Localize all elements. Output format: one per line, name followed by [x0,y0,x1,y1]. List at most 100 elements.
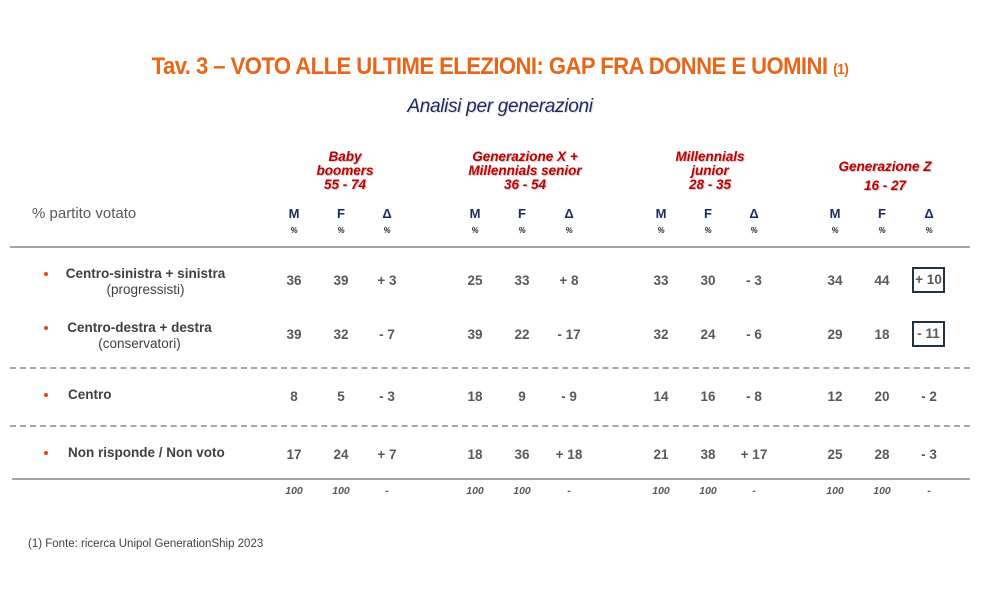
column-header-f: F [878,206,886,221]
table-cell-f: 24 [333,447,349,462]
table-cell-m: 39 [467,327,483,342]
column-unit-percent: % [518,226,526,235]
title-text: Tav. 3 – VOTO ALLE ULTIME ELEZIONI: GAP … [151,53,828,80]
generation-name-line2: boomers [316,163,374,178]
generation-header-gen-x: Generazione X + Millennials senior 36 - … [450,150,600,192]
category-label: Centro-sinistra + sinistra (progressisti… [58,266,233,298]
generation-age-range: 28 - 35 [688,177,732,192]
table-cell-delta: + 7 [377,447,397,462]
generation-name-line1: Generazione X + [472,149,578,164]
category-name: Centro-destra + destra [67,320,212,335]
column-unit-percent: % [337,226,345,235]
category-sublabel: (conservatori) [98,336,181,351]
column-header-delta: Δ [382,206,392,221]
table-cell-m: 12 [827,389,843,404]
generation-header-millennials-junior: Millennials junior 28 - 35 [650,150,770,192]
header-divider [10,246,970,248]
table-cell-f: 18 [874,327,890,342]
table-cell-delta: - 7 [379,327,395,342]
generation-name-line2: junior [691,163,729,178]
total-cell-m: 100 [466,485,484,497]
table-cell-delta: - 3 [746,273,762,288]
table-cell-delta: - 3 [379,389,395,404]
table-cell-m: 18 [467,447,483,462]
total-cell-delta: - [752,485,756,497]
table-cell-m: 18 [467,389,483,404]
table-cell-delta: - 8 [746,389,762,404]
table-cell-f: 44 [874,273,890,288]
column-unit-percent: % [750,226,758,235]
page-subtitle: Analisi per generazioni [407,96,593,117]
category-sublabel: (progressisti) [106,282,185,297]
table-cell-f: 24 [700,327,716,342]
bullet-icon [44,272,48,276]
column-header-delta: Δ [749,206,759,221]
table-cell-f: 16 [700,389,716,404]
table-cell-f: 5 [337,389,345,404]
table-cell-delta: + 8 [559,273,579,288]
total-cell-f: 100 [513,485,531,497]
total-cell-f: 100 [699,485,717,497]
table-cell-m: 33 [653,273,669,288]
section-divider [10,425,970,427]
table-cell-delta: - 3 [921,447,937,462]
table-cell-delta-highlighted: + 10 [912,267,945,293]
table-cell-delta: + 18 [555,447,583,462]
total-cell-m: 100 [652,485,670,497]
column-header-f: F [337,206,345,221]
generation-age-range: 36 - 54 [503,177,547,192]
column-unit-percent: % [925,226,933,235]
total-cell-f: 100 [873,485,891,497]
generation-name-line1: Generazione Z [838,159,932,174]
column-unit-percent: % [471,226,479,235]
category-label: Non risponde / Non voto [68,445,225,461]
table-cell-f: 39 [333,273,349,288]
table-cell-f: 22 [514,327,530,342]
column-unit-percent: % [383,226,391,235]
row-header-label: % partito votato [32,205,137,222]
category-name: Centro [68,387,112,402]
generation-header-gen-z: Generazione Z 16 - 27 [815,157,955,195]
generation-name-line2: Millennials senior [468,163,582,178]
totals-divider [12,478,970,480]
page-title: Tav. 3 – VOTO ALLE ULTIME ELEZIONI: GAP … [40,53,960,81]
table-cell-delta: + 17 [740,447,768,462]
table-cell-f: 38 [700,447,716,462]
bullet-icon [44,451,48,455]
total-cell-m: 100 [285,485,303,497]
column-header-m: M [469,206,481,221]
table-cell-m: 29 [827,327,843,342]
table-cell-f: 33 [514,273,530,288]
column-unit-percent: % [565,226,573,235]
table-cell-delta: - 2 [921,389,937,404]
table-cell-f: 32 [333,327,349,342]
column-header-delta: Δ [924,206,934,221]
table-cell-m: 14 [653,389,669,404]
generation-age-range: 55 - 74 [323,177,367,192]
title-footnote-ref: (1) [833,61,849,78]
total-cell-delta: - [927,485,931,497]
category-name: Centro-sinistra + sinistra [65,266,226,281]
column-unit-percent: % [657,226,665,235]
column-header-f: F [704,206,712,221]
footnote: (1) Fonte: ricerca Unipol GenerationShip… [28,538,264,550]
column-header-m: M [829,206,841,221]
table-cell-delta: - 9 [561,389,577,404]
column-header-delta: Δ [564,206,574,221]
table-cell-m: 17 [286,447,302,462]
table-cell-m: 34 [827,273,843,288]
bullet-icon [44,326,48,330]
table-cell-m: 32 [653,327,669,342]
section-divider [10,367,970,369]
table-cell-m: 39 [286,327,302,342]
category-label: Centro [68,387,112,403]
column-unit-percent: % [290,226,298,235]
generation-header-baby-boomers: Baby boomers 55 - 74 [290,150,400,192]
column-unit-percent: % [704,226,712,235]
table-cell-f: 28 [874,447,890,462]
generation-name-line1: Millennials [675,149,745,164]
total-cell-f: 100 [332,485,350,497]
category-name: Non risponde / Non voto [68,445,225,460]
table-cell-m: 21 [653,447,669,462]
generation-age-range: 16 - 27 [863,178,907,193]
